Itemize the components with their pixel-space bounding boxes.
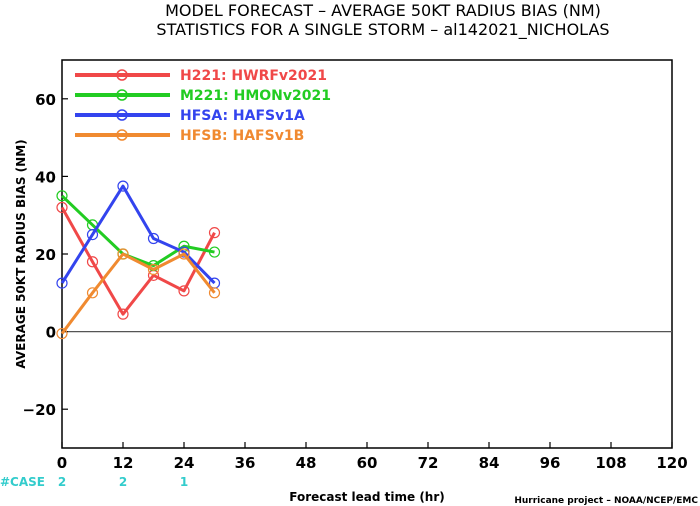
series-point	[147, 263, 160, 276]
x-tick-label: 96	[540, 454, 561, 472]
series-line-1	[60, 194, 215, 268]
x-tick-label: 0	[57, 454, 67, 472]
x-tick-label: 48	[296, 454, 317, 472]
x-tick-label: 108	[595, 454, 626, 472]
x-tick-label: 12	[113, 454, 134, 472]
series-point	[147, 232, 160, 245]
series-point	[56, 190, 68, 202]
legend-label: HFSA: HAFSv1A	[180, 108, 305, 124]
y-tick-label: 20	[35, 246, 56, 264]
series-point	[117, 248, 129, 260]
series-line-2	[60, 184, 216, 285]
series-point	[208, 246, 221, 258]
series-point	[178, 248, 190, 260]
series-point	[86, 256, 99, 268]
legend-marker	[116, 109, 128, 121]
x-tick-label: 72	[418, 454, 439, 472]
series-point	[117, 308, 129, 320]
y-tick-label: −20	[23, 401, 56, 419]
case-count: 2	[119, 475, 127, 489]
y-tick-label: 0	[46, 324, 56, 342]
legend-label: H221: HWRFv2021	[180, 68, 327, 84]
series-point	[86, 229, 99, 241]
y-tick-label: 60	[35, 91, 56, 109]
x-axis-label: Forecast lead time (hr)	[289, 490, 445, 504]
series-point	[208, 227, 221, 239]
series-point	[56, 277, 68, 289]
case-label: #CASE	[0, 475, 45, 489]
x-tick-label: 36	[235, 454, 256, 472]
x-tick-label: 60	[357, 454, 378, 472]
series-line-0	[60, 206, 216, 316]
case-count: 2	[58, 475, 66, 489]
legend-label: HFSB: HAFSv1B	[180, 128, 304, 144]
chart-title-line1: MODEL FORECAST – AVERAGE 50KT RADIUS BIA…	[165, 1, 601, 20]
series-point	[117, 180, 129, 192]
x-tick-label: 24	[174, 454, 195, 472]
legend-marker	[116, 129, 128, 141]
series-point	[56, 327, 68, 340]
legend-marker	[116, 69, 128, 81]
legend-marker	[116, 89, 128, 101]
series-point	[56, 201, 68, 214]
x-tick-label: 84	[479, 454, 500, 472]
credit-text: Hurricane project – NOAA/NCEP/EMC	[514, 496, 698, 506]
series-point	[86, 287, 99, 299]
legend-label: M221: HMONv2021	[180, 88, 331, 104]
series-line-3	[60, 252, 216, 335]
y-axis-label: AVERAGE 50KT RADIUS BIAS (NM)	[14, 139, 28, 368]
chart-title-line2: STATISTICS FOR A SINGLE STORM – al142021…	[156, 20, 609, 40]
case-count: 1	[180, 475, 188, 489]
x-tick-label: 120	[656, 454, 687, 472]
series-point	[178, 285, 190, 297]
y-tick-label: 40	[35, 168, 56, 186]
series-point	[208, 287, 221, 299]
plot-area	[61, 59, 673, 449]
